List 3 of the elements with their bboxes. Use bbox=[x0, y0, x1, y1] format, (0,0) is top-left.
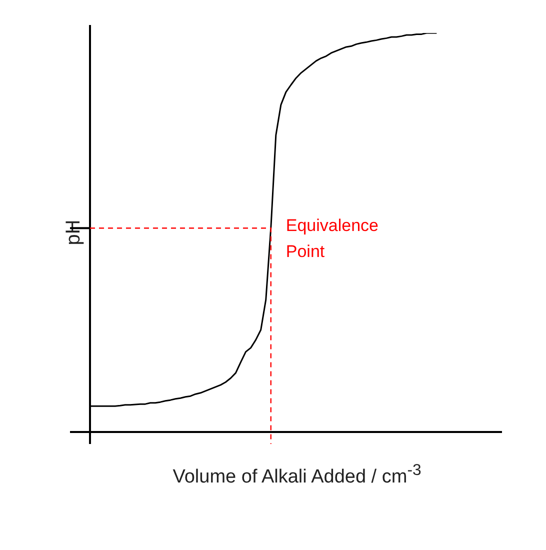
x-axis-title: Volume of Alkali Added / cm$^{-3}$ bbox=[172, 462, 422, 488]
y-axis-title: pH bbox=[62, 220, 85, 246]
ref-line-label: Equivalence Point bbox=[286, 216, 379, 261]
